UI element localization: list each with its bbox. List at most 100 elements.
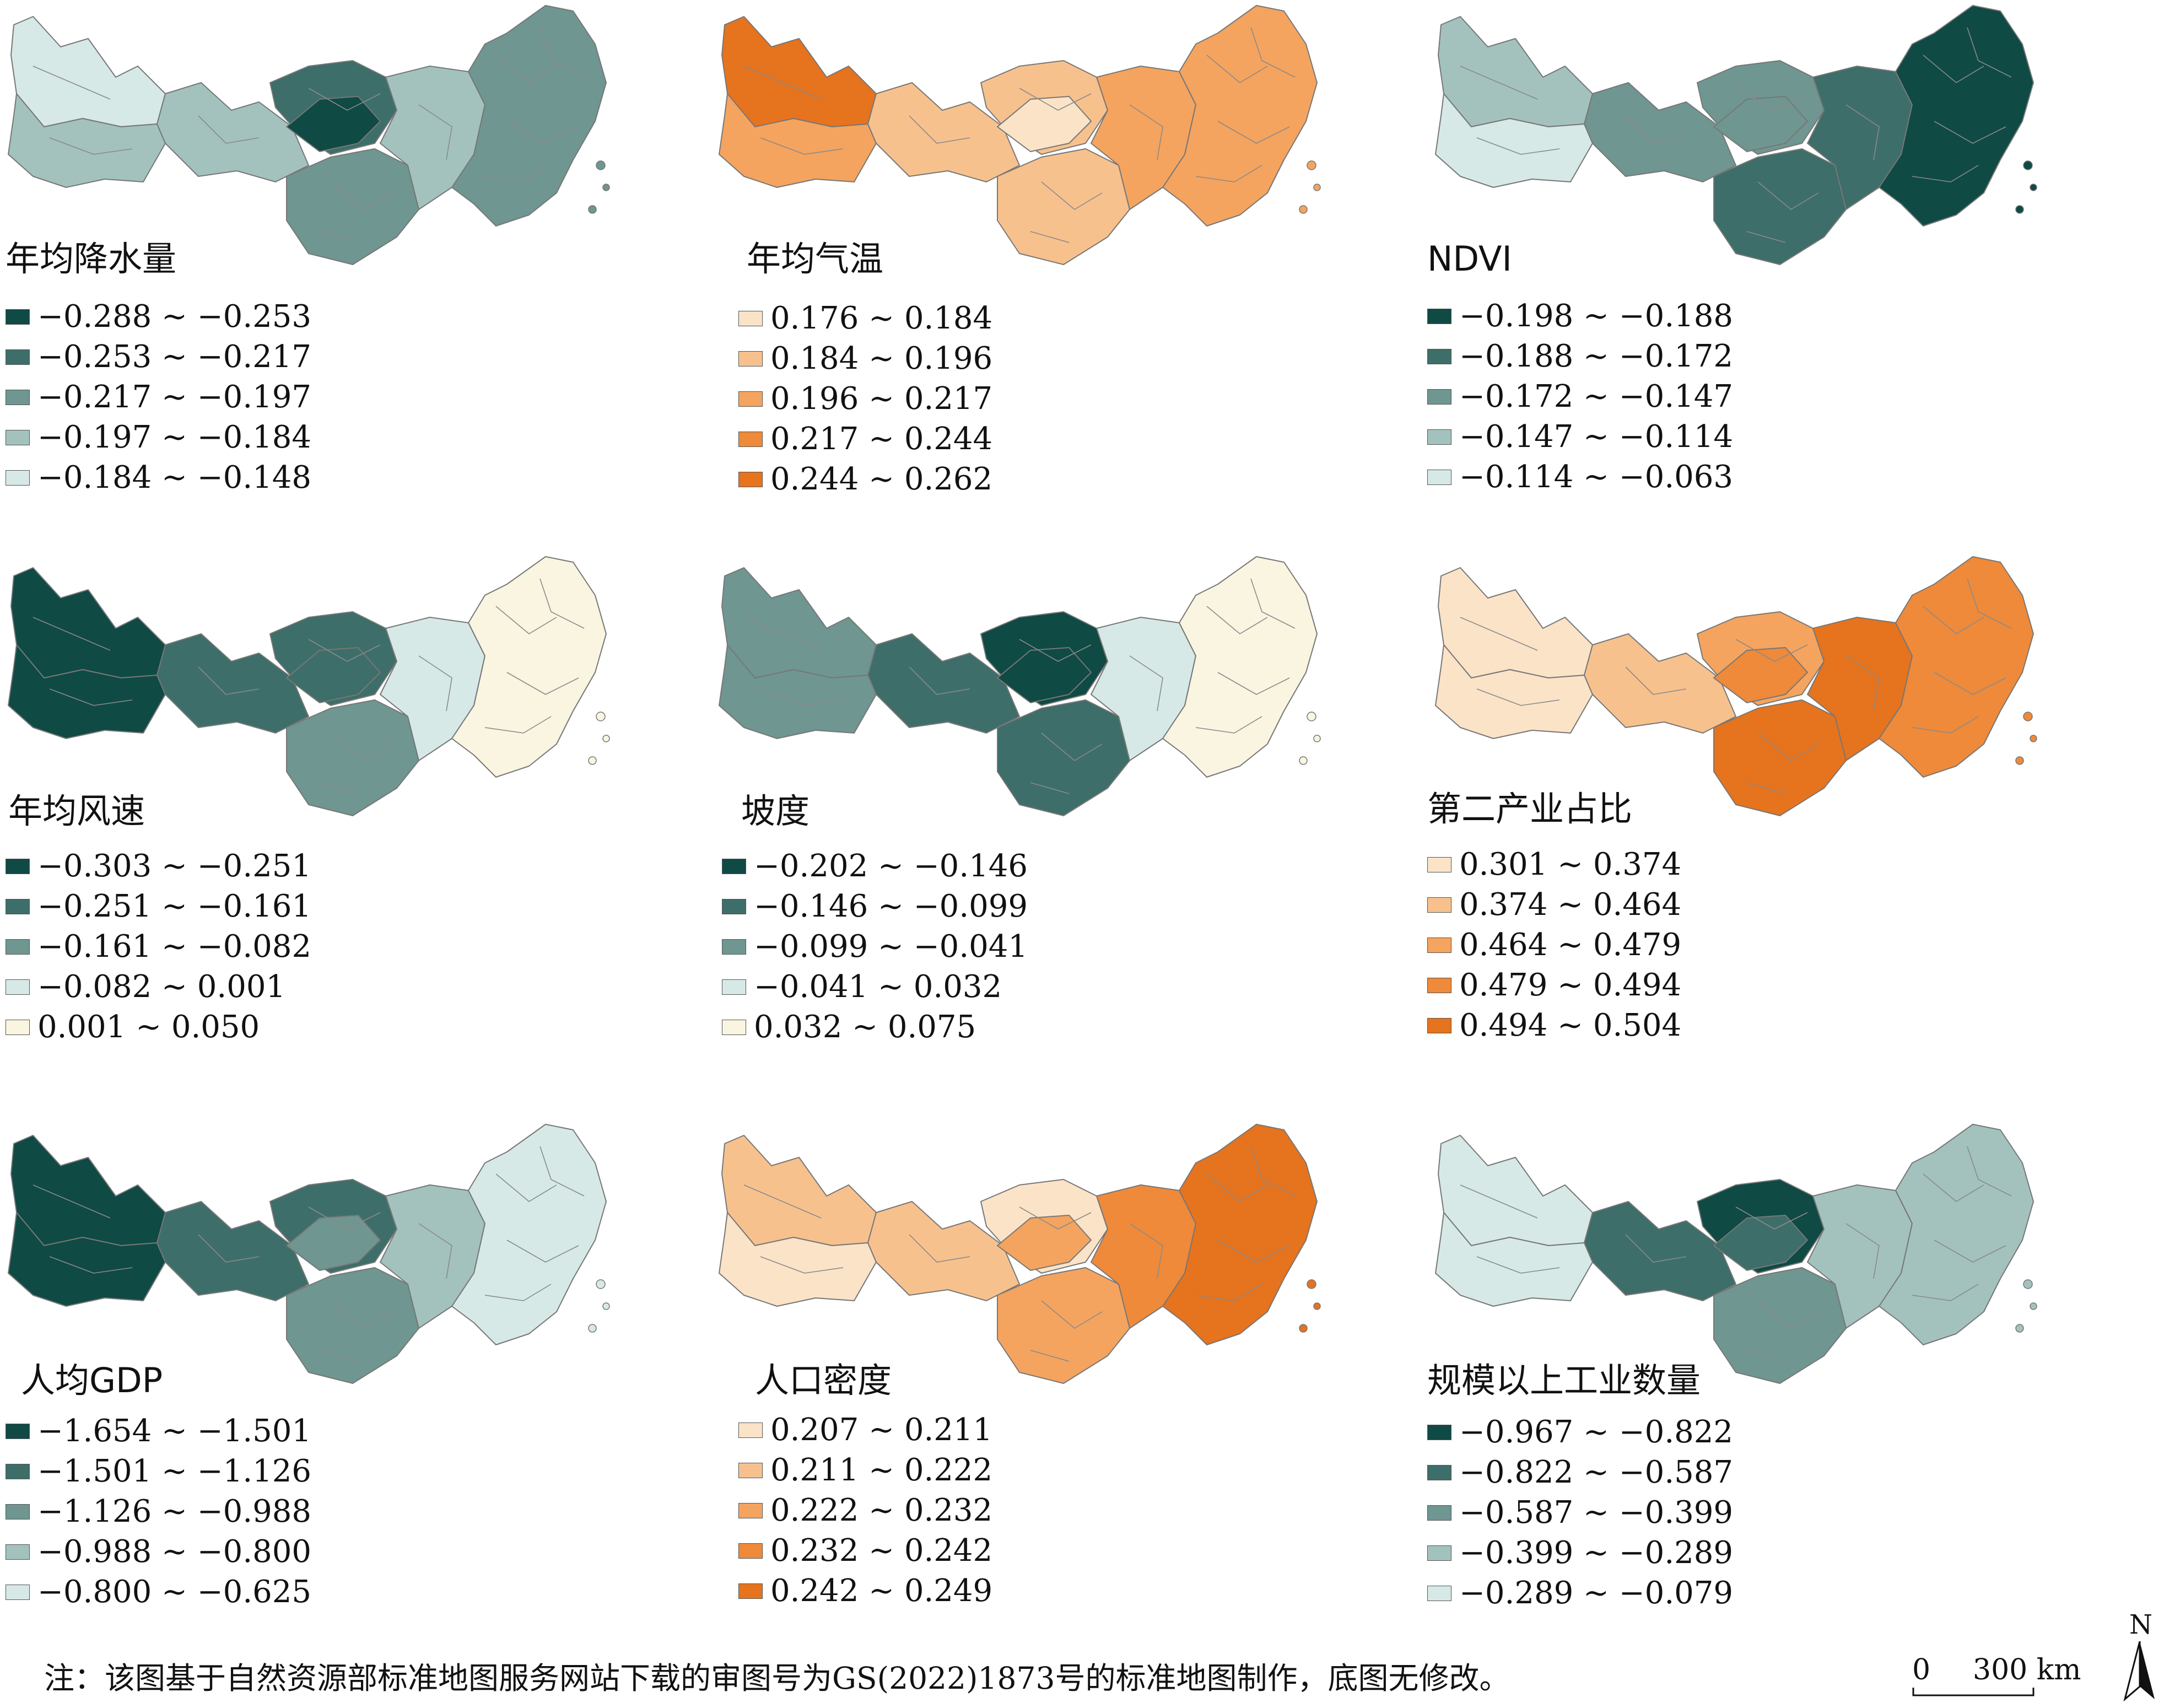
map-region <box>286 1215 381 1271</box>
legend-swatch <box>6 979 30 995</box>
island <box>1299 1324 1308 1333</box>
district-boundary <box>418 655 452 712</box>
legend-label: 0.207 ~ 0.211 <box>770 1412 993 1448</box>
district-boundary <box>484 165 552 182</box>
district-boundary <box>1912 716 1979 734</box>
map-region <box>1713 699 1847 816</box>
legend-item: 0.211 ~ 0.222 <box>738 1450 992 1490</box>
legend-item: −0.289 ~ −0.079 <box>1427 1573 1733 1613</box>
legend-swatch <box>722 939 746 955</box>
district-boundary <box>1206 55 1268 83</box>
legend-label: 0.001 ~ 0.050 <box>37 1009 260 1045</box>
legend-label: 0.494 ~ 0.504 <box>1459 1007 1682 1043</box>
district-boundary <box>484 1284 552 1301</box>
panel-title: NDVI <box>1427 239 1512 279</box>
legend-swatch <box>6 1019 30 1035</box>
legend-item: −0.041 ~ 0.032 <box>722 967 1028 1007</box>
legend-swatch <box>6 429 30 445</box>
map-region <box>721 16 877 127</box>
district-boundary <box>1041 732 1103 761</box>
legend-swatch <box>1427 429 1451 445</box>
legend-swatch <box>738 391 763 407</box>
legend-item: −0.288 ~ −0.253 <box>6 297 311 337</box>
district-boundary <box>1967 578 2012 629</box>
district-boundary <box>1041 181 1103 210</box>
legend: −0.288 ~ −0.253 −0.253 ~ −0.217 −0.217 ~ −… <box>6 297 311 498</box>
district-boundary <box>1934 121 2006 144</box>
legend-item: −0.202 ~ −0.146 <box>722 846 1028 886</box>
region-map <box>8 5 610 265</box>
legend-swatch <box>6 939 30 955</box>
island <box>596 160 606 170</box>
map-region <box>286 96 381 152</box>
district-boundary <box>1206 606 1268 634</box>
legend-item: −0.146 ~ −0.099 <box>722 886 1028 926</box>
district-boundary <box>33 1184 111 1219</box>
map-panel-secondary-industry: 第二产业占比 0.301 ~ 0.374 0.374 ~ 0.464 0.464 ~… <box>1427 551 2144 1102</box>
legend: 0.176 ~ 0.184 0.184 ~ 0.196 0.196 ~ 0.217 0… <box>738 298 992 499</box>
island <box>1313 1302 1321 1310</box>
district-boundary <box>1019 88 1092 111</box>
legend-item: −0.184 ~ −0.148 <box>6 457 311 498</box>
legend-item: 0.244 ~ 0.262 <box>738 459 992 499</box>
district-boundary <box>1923 606 1984 634</box>
map-panel-population-density: 人口密度 0.207 ~ 0.211 0.211 ~ 0.222 0.222 ~ 0… <box>711 1119 1427 1670</box>
legend-item: 0.301 ~ 0.374 <box>1427 844 1681 885</box>
legend-label: −0.217 ~ −0.197 <box>37 379 311 415</box>
legend-swatch <box>6 389 30 405</box>
legend-item: 0.242 ~ 0.249 <box>738 1571 992 1611</box>
scale-bar: 0 300 km <box>1912 1653 2089 1703</box>
district-boundary <box>1195 1284 1262 1301</box>
district-boundary <box>1746 231 1786 243</box>
legend-label: −0.251 ~ −0.161 <box>37 888 311 924</box>
district-boundary <box>1217 1240 1290 1263</box>
legend-label: −0.202 ~ −0.146 <box>754 848 1028 884</box>
legend-label: 0.374 ~ 0.464 <box>1459 887 1682 923</box>
map-region <box>1713 647 1808 703</box>
district-boundary <box>1217 121 1290 144</box>
legend-item: −0.198 ~ −0.188 <box>1427 296 1733 336</box>
district-boundary <box>760 1256 844 1274</box>
district-boundary <box>539 1146 585 1197</box>
legend-item: −0.253 ~ −0.217 <box>6 337 311 377</box>
district-boundary <box>909 115 970 144</box>
district-boundary <box>1217 672 1290 695</box>
district-boundary <box>308 1206 381 1230</box>
island <box>602 1302 610 1310</box>
legend-item: −0.188 ~ −0.172 <box>1427 336 1733 376</box>
legend-item: −1.501 ~ −1.126 <box>6 1451 311 1491</box>
legend-item: 0.374 ~ 0.464 <box>1427 885 1681 925</box>
legend-item: −0.303 ~ −0.251 <box>6 846 311 886</box>
legend-swatch <box>1427 389 1451 405</box>
region-map <box>1435 5 2037 265</box>
district-boundary <box>33 617 111 651</box>
map-region <box>1713 96 1808 152</box>
map-region <box>1438 1135 1593 1246</box>
district-boundary <box>1195 716 1262 734</box>
legend-swatch <box>738 471 763 487</box>
district-boundary <box>1206 1173 1268 1202</box>
district-boundary <box>1625 666 1687 695</box>
district-boundary <box>495 55 557 83</box>
district-boundary <box>330 1300 392 1329</box>
district-boundary <box>1030 782 1070 794</box>
district-boundary <box>1250 1146 1296 1197</box>
island <box>588 756 597 765</box>
legend-item: −0.161 ~ −0.082 <box>6 926 311 967</box>
district-boundary <box>1030 1350 1070 1362</box>
district-boundary <box>495 1173 557 1202</box>
legend-item: −0.988 ~ −0.800 <box>6 1532 311 1572</box>
legend-item: −1.126 ~ −0.988 <box>6 1491 311 1532</box>
legend: −1.654 ~ −1.501 −1.501 ~ −1.126 −1.126 ~ −… <box>6 1411 311 1612</box>
scale-bar-line <box>1912 1688 2035 1696</box>
legend-label: −0.198 ~ −0.188 <box>1459 298 1733 334</box>
district-boundary <box>1845 104 1880 160</box>
legend-swatch <box>738 431 763 447</box>
legend-item: 0.222 ~ 0.232 <box>738 1490 992 1531</box>
legend-label: −1.126 ~ −0.988 <box>37 1494 311 1529</box>
district-boundary <box>198 115 260 144</box>
district-boundary <box>1019 1206 1092 1230</box>
island <box>2030 184 2037 191</box>
map-region <box>1162 1124 1318 1345</box>
district-boundary <box>418 104 452 160</box>
